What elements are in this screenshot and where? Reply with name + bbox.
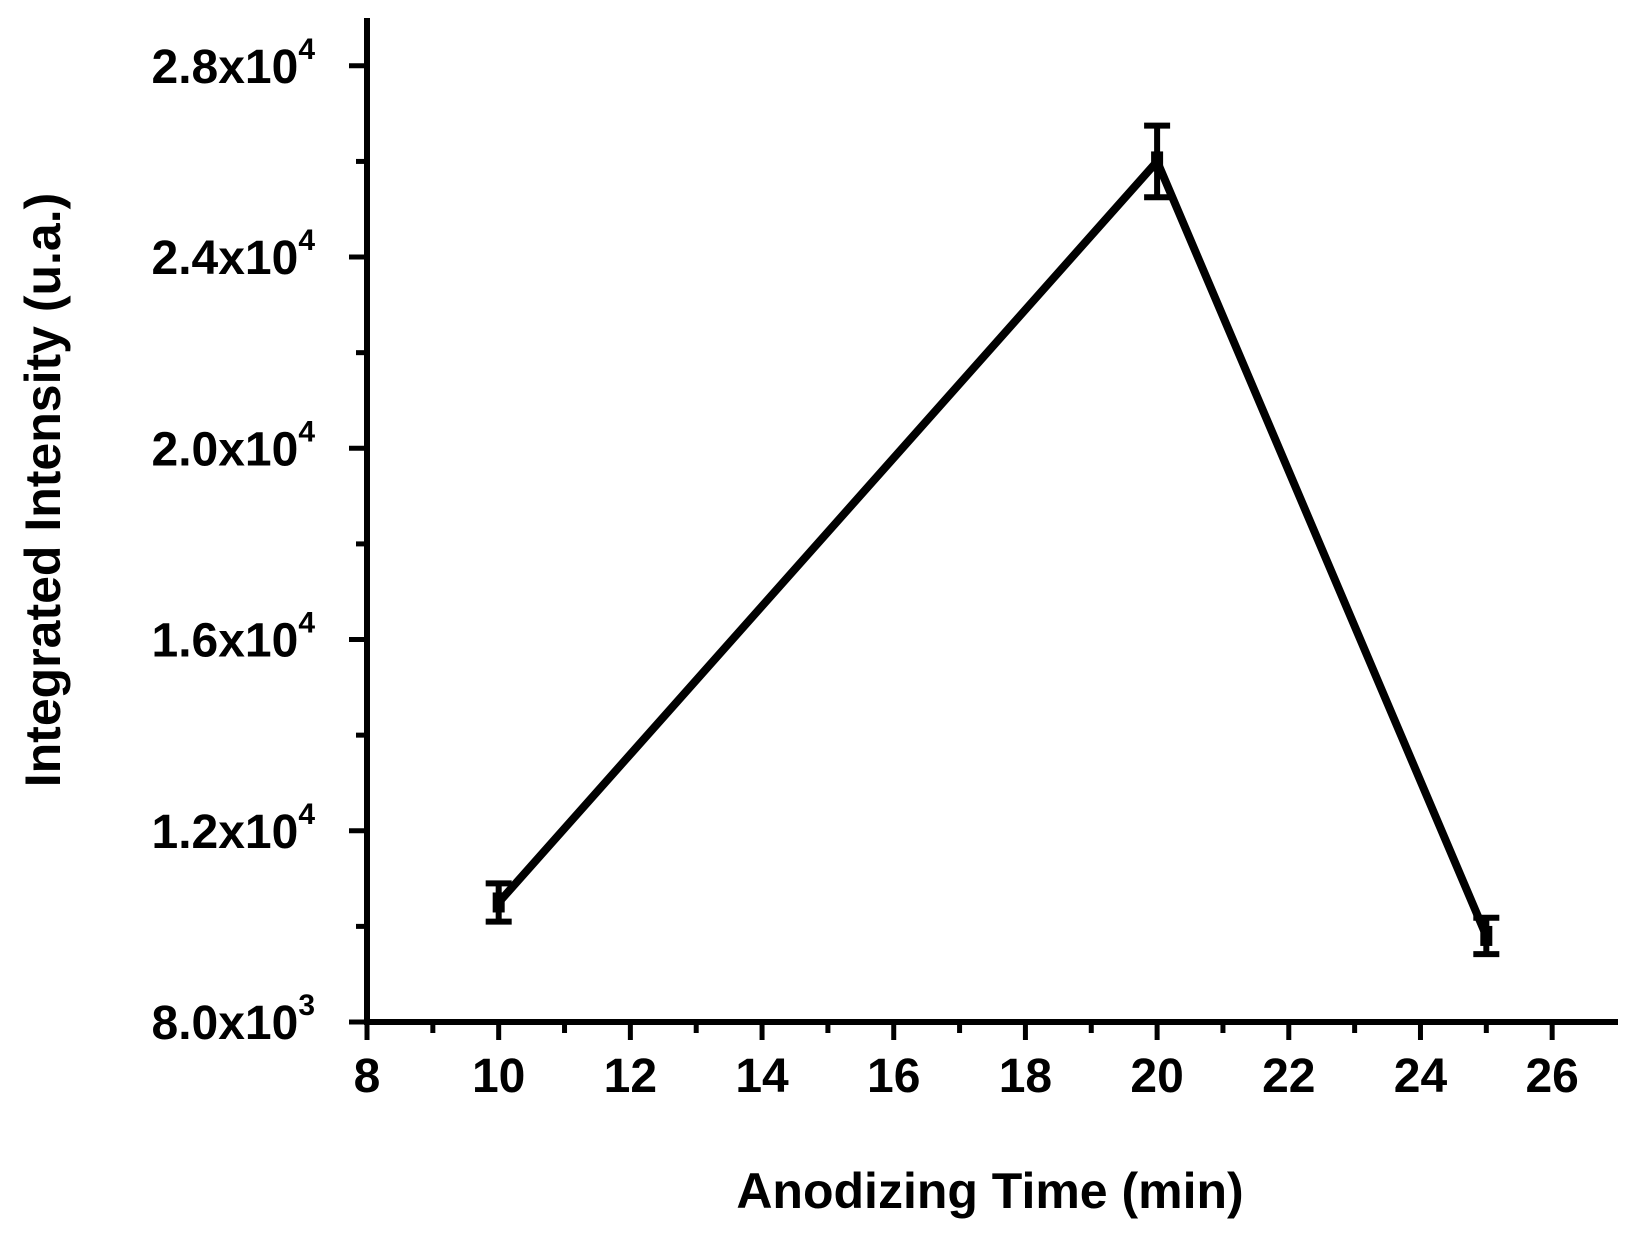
x-tick-label: 8 bbox=[354, 1050, 381, 1103]
x-tick-label: 16 bbox=[867, 1050, 920, 1103]
x-tick-label: 22 bbox=[1262, 1050, 1315, 1103]
x-tick-label: 20 bbox=[1130, 1050, 1183, 1103]
x-tick-label: 10 bbox=[472, 1050, 525, 1103]
y-tick-label: 1.2x104 bbox=[152, 798, 316, 859]
x-tick-label: 12 bbox=[604, 1050, 657, 1103]
x-tick-label: 14 bbox=[735, 1050, 789, 1103]
data-point bbox=[492, 892, 505, 913]
data-series bbox=[485, 122, 1500, 958]
series-line bbox=[495, 154, 1490, 938]
x-tick-label: 24 bbox=[1394, 1050, 1448, 1103]
y-axis-label: Integrated Intensity (u.a.) bbox=[15, 193, 71, 788]
x-axis-ticks: 8 10 12 14 16 18 20 22 24 26 bbox=[354, 1022, 1579, 1103]
axes bbox=[364, 18, 1618, 1025]
y-tick-label: 2.8x104 bbox=[152, 33, 316, 94]
y-tick-label: 2.0x104 bbox=[152, 415, 316, 476]
y-axis-ticks: 8.0x103 1.2x104 1.6x104 2.0x104 2.4x104 2.8x1… bbox=[152, 33, 367, 1050]
data-point bbox=[1151, 151, 1164, 172]
x-tick-label: 18 bbox=[999, 1050, 1052, 1103]
x-tick-label: 26 bbox=[1525, 1050, 1578, 1103]
y-tick-label: 2.4x104 bbox=[152, 224, 316, 285]
y-tick-label: 1.6x104 bbox=[152, 607, 316, 668]
data-point bbox=[1480, 925, 1493, 946]
y-tick-label: 8.0x103 bbox=[152, 989, 316, 1050]
x-axis-label: Anodizing Time (min) bbox=[736, 1163, 1243, 1219]
